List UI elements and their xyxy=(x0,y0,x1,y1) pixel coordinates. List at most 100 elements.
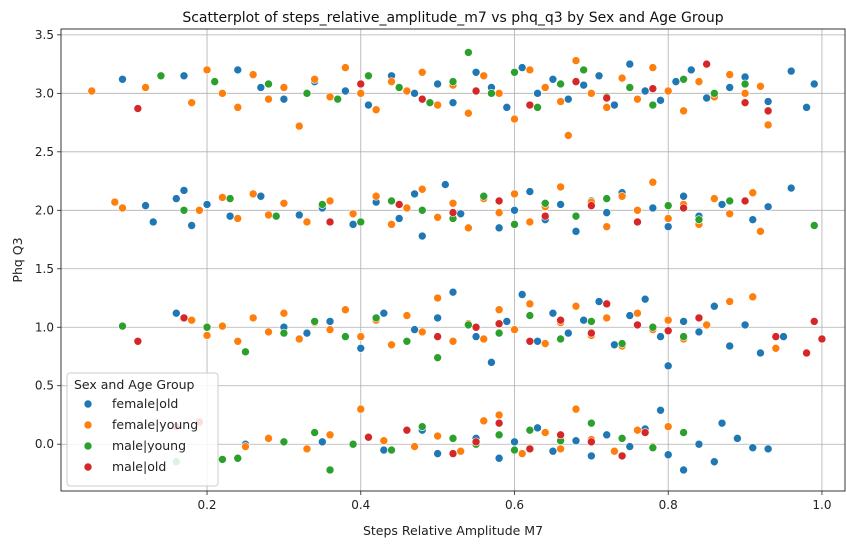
data-point xyxy=(341,86,350,96)
data-points xyxy=(87,48,827,475)
data-point xyxy=(602,103,612,112)
data-point xyxy=(279,83,289,92)
data-point xyxy=(763,202,773,212)
data-point xyxy=(341,63,350,72)
data-point xyxy=(679,465,688,475)
data-point xyxy=(602,208,612,217)
data-point xyxy=(271,211,281,221)
data-point xyxy=(202,65,212,75)
data-point xyxy=(617,339,627,348)
data-point xyxy=(502,317,512,326)
data-point xyxy=(694,215,704,224)
data-point xyxy=(187,315,196,325)
data-point xyxy=(740,79,750,89)
data-point xyxy=(602,93,612,103)
data-point xyxy=(433,353,442,362)
data-point xyxy=(648,177,658,187)
data-point xyxy=(587,437,596,447)
data-point xyxy=(487,89,496,98)
data-point xyxy=(740,89,750,98)
data-point xyxy=(356,332,366,341)
data-point xyxy=(679,317,688,326)
data-point xyxy=(402,86,412,96)
data-point xyxy=(133,336,143,346)
data-point xyxy=(364,432,373,442)
data-point xyxy=(817,334,827,344)
data-point xyxy=(479,191,489,201)
data-point xyxy=(548,74,558,84)
data-point xyxy=(302,444,312,454)
data-point xyxy=(679,428,688,437)
data-point xyxy=(87,86,97,96)
data-point xyxy=(371,313,381,323)
data-point xyxy=(441,180,450,189)
data-point xyxy=(325,317,335,326)
data-point xyxy=(525,299,535,309)
data-point xyxy=(448,77,458,86)
data-point xyxy=(633,205,642,215)
data-point xyxy=(525,65,535,75)
data-point xyxy=(694,327,704,337)
data-point xyxy=(233,65,243,75)
data-point xyxy=(417,94,427,104)
data-point xyxy=(725,70,735,79)
data-point xyxy=(479,71,489,81)
data-point xyxy=(602,222,612,231)
data-point xyxy=(417,184,427,194)
y-tick-label: 1.5 xyxy=(35,262,54,276)
data-point xyxy=(556,444,565,454)
data-point xyxy=(710,89,719,98)
data-point xyxy=(394,214,404,223)
data-point xyxy=(494,196,504,206)
data-point xyxy=(571,404,581,414)
data-point xyxy=(517,449,527,458)
data-point xyxy=(218,455,227,464)
data-point xyxy=(748,292,758,302)
data-point xyxy=(479,416,489,426)
x-tick-label: 0.8 xyxy=(659,498,678,512)
data-point xyxy=(802,103,811,112)
data-point xyxy=(264,434,273,443)
y-tick-label: 3.0 xyxy=(35,86,54,100)
data-point xyxy=(433,332,442,341)
legend-marker xyxy=(83,441,93,451)
data-point xyxy=(325,430,335,440)
data-point xyxy=(625,59,635,69)
data-point xyxy=(587,201,596,210)
data-point xyxy=(656,96,665,105)
data-point xyxy=(594,297,604,306)
data-point xyxy=(118,203,127,213)
data-point xyxy=(456,446,465,456)
series-male-old xyxy=(133,59,827,461)
legend: Sex and Age Group female|old female|young… xyxy=(66,372,219,487)
data-point xyxy=(633,320,642,330)
data-point xyxy=(448,449,458,458)
data-point xyxy=(548,308,558,318)
data-point xyxy=(218,321,227,331)
data-point xyxy=(233,214,243,223)
data-point xyxy=(587,418,596,428)
data-point xyxy=(341,332,350,341)
data-point xyxy=(648,443,658,453)
data-point xyxy=(556,200,565,209)
data-point xyxy=(525,336,535,346)
data-point xyxy=(640,86,650,96)
data-point xyxy=(494,418,504,428)
data-point xyxy=(179,71,189,81)
data-point xyxy=(471,322,481,332)
data-point xyxy=(264,327,273,337)
data-point xyxy=(633,94,642,104)
data-point xyxy=(533,89,542,98)
data-point xyxy=(417,327,427,337)
data-point xyxy=(233,103,243,112)
x-axis-ticks: 0.2 0.4 0.6 0.8 1.0 xyxy=(197,491,831,512)
y-tick-label: 0.0 xyxy=(35,437,54,451)
data-point xyxy=(225,211,235,221)
data-point xyxy=(663,201,673,210)
data-point xyxy=(279,308,289,318)
data-point xyxy=(364,71,373,81)
data-point xyxy=(279,94,289,104)
data-point xyxy=(325,217,335,227)
data-point xyxy=(302,217,312,227)
data-point xyxy=(141,201,150,210)
